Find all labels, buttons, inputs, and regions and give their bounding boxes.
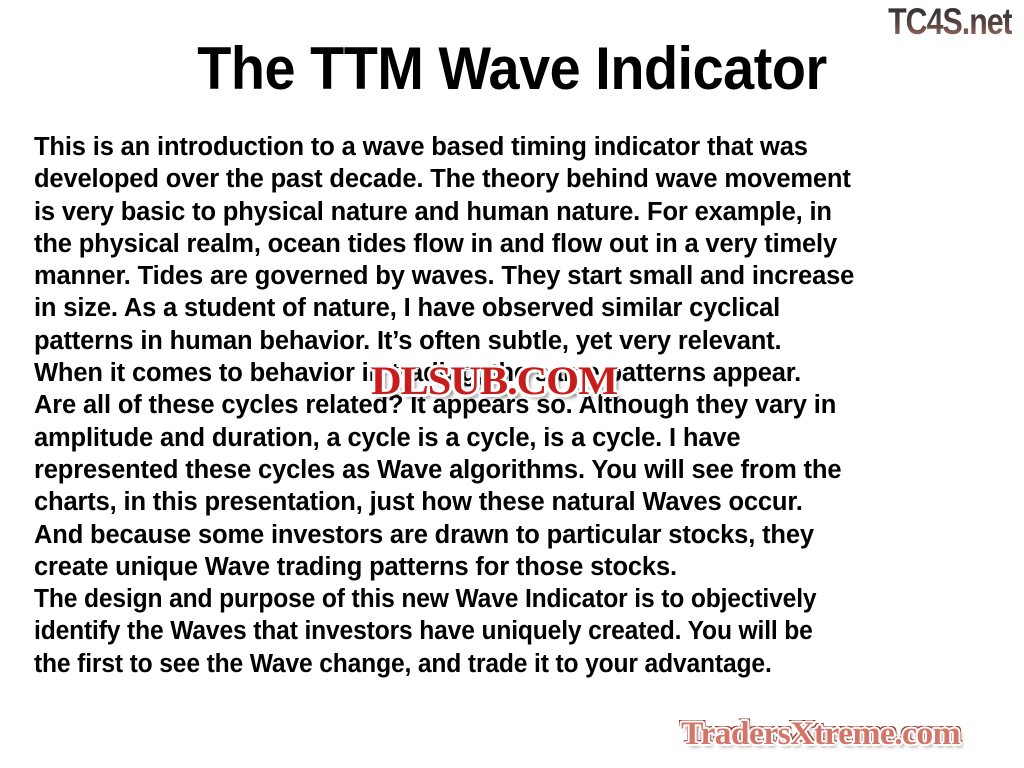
- body-line: the physical realm, ocean tides flow in …: [34, 229, 838, 258]
- body-line: The design and purpose of this new Wave …: [34, 585, 817, 614]
- body-line: charts, in this presentation, just how t…: [34, 488, 803, 517]
- tradersxtreme-footer-logo: TradersXtreme.com: [681, 716, 961, 752]
- tc4s-corner-logo: TC4S.net: [888, 1, 1013, 42]
- body-line: identify the Waves that investors have u…: [34, 617, 813, 646]
- body-line: This is an introduction to a wave based …: [34, 133, 808, 161]
- body-line: developed over the past decade. The theo…: [34, 165, 851, 194]
- body-line: Are all of these cycles related? It appe…: [34, 391, 837, 420]
- dlsub-watermark: DLSUB.COM: [371, 358, 618, 403]
- body-line: in size. As a student of nature, I have …: [34, 294, 781, 323]
- body-line: And because some investors are drawn to …: [34, 520, 814, 549]
- body-line: amplitude and duration, a cycle is a cyc…: [34, 423, 741, 452]
- body-line: is very basic to physical nature and hum…: [34, 197, 832, 226]
- body-line: patterns in human behavior. It’s often s…: [34, 326, 782, 355]
- body-line: When it comes to behavior in trading, th…: [34, 359, 802, 388]
- body-line: create unique Wave trading patterns for …: [34, 552, 677, 581]
- body-line: manner. Tides are governed by waves. The…: [34, 262, 855, 291]
- body-line: the first to see the Wave change, and tr…: [34, 649, 772, 678]
- page-title: The TTM Wave Indicator: [197, 35, 827, 102]
- body-copy: This is an introduction to a wave based …: [34, 131, 996, 680]
- body-line: represented these cycles as Wave algorit…: [34, 455, 842, 484]
